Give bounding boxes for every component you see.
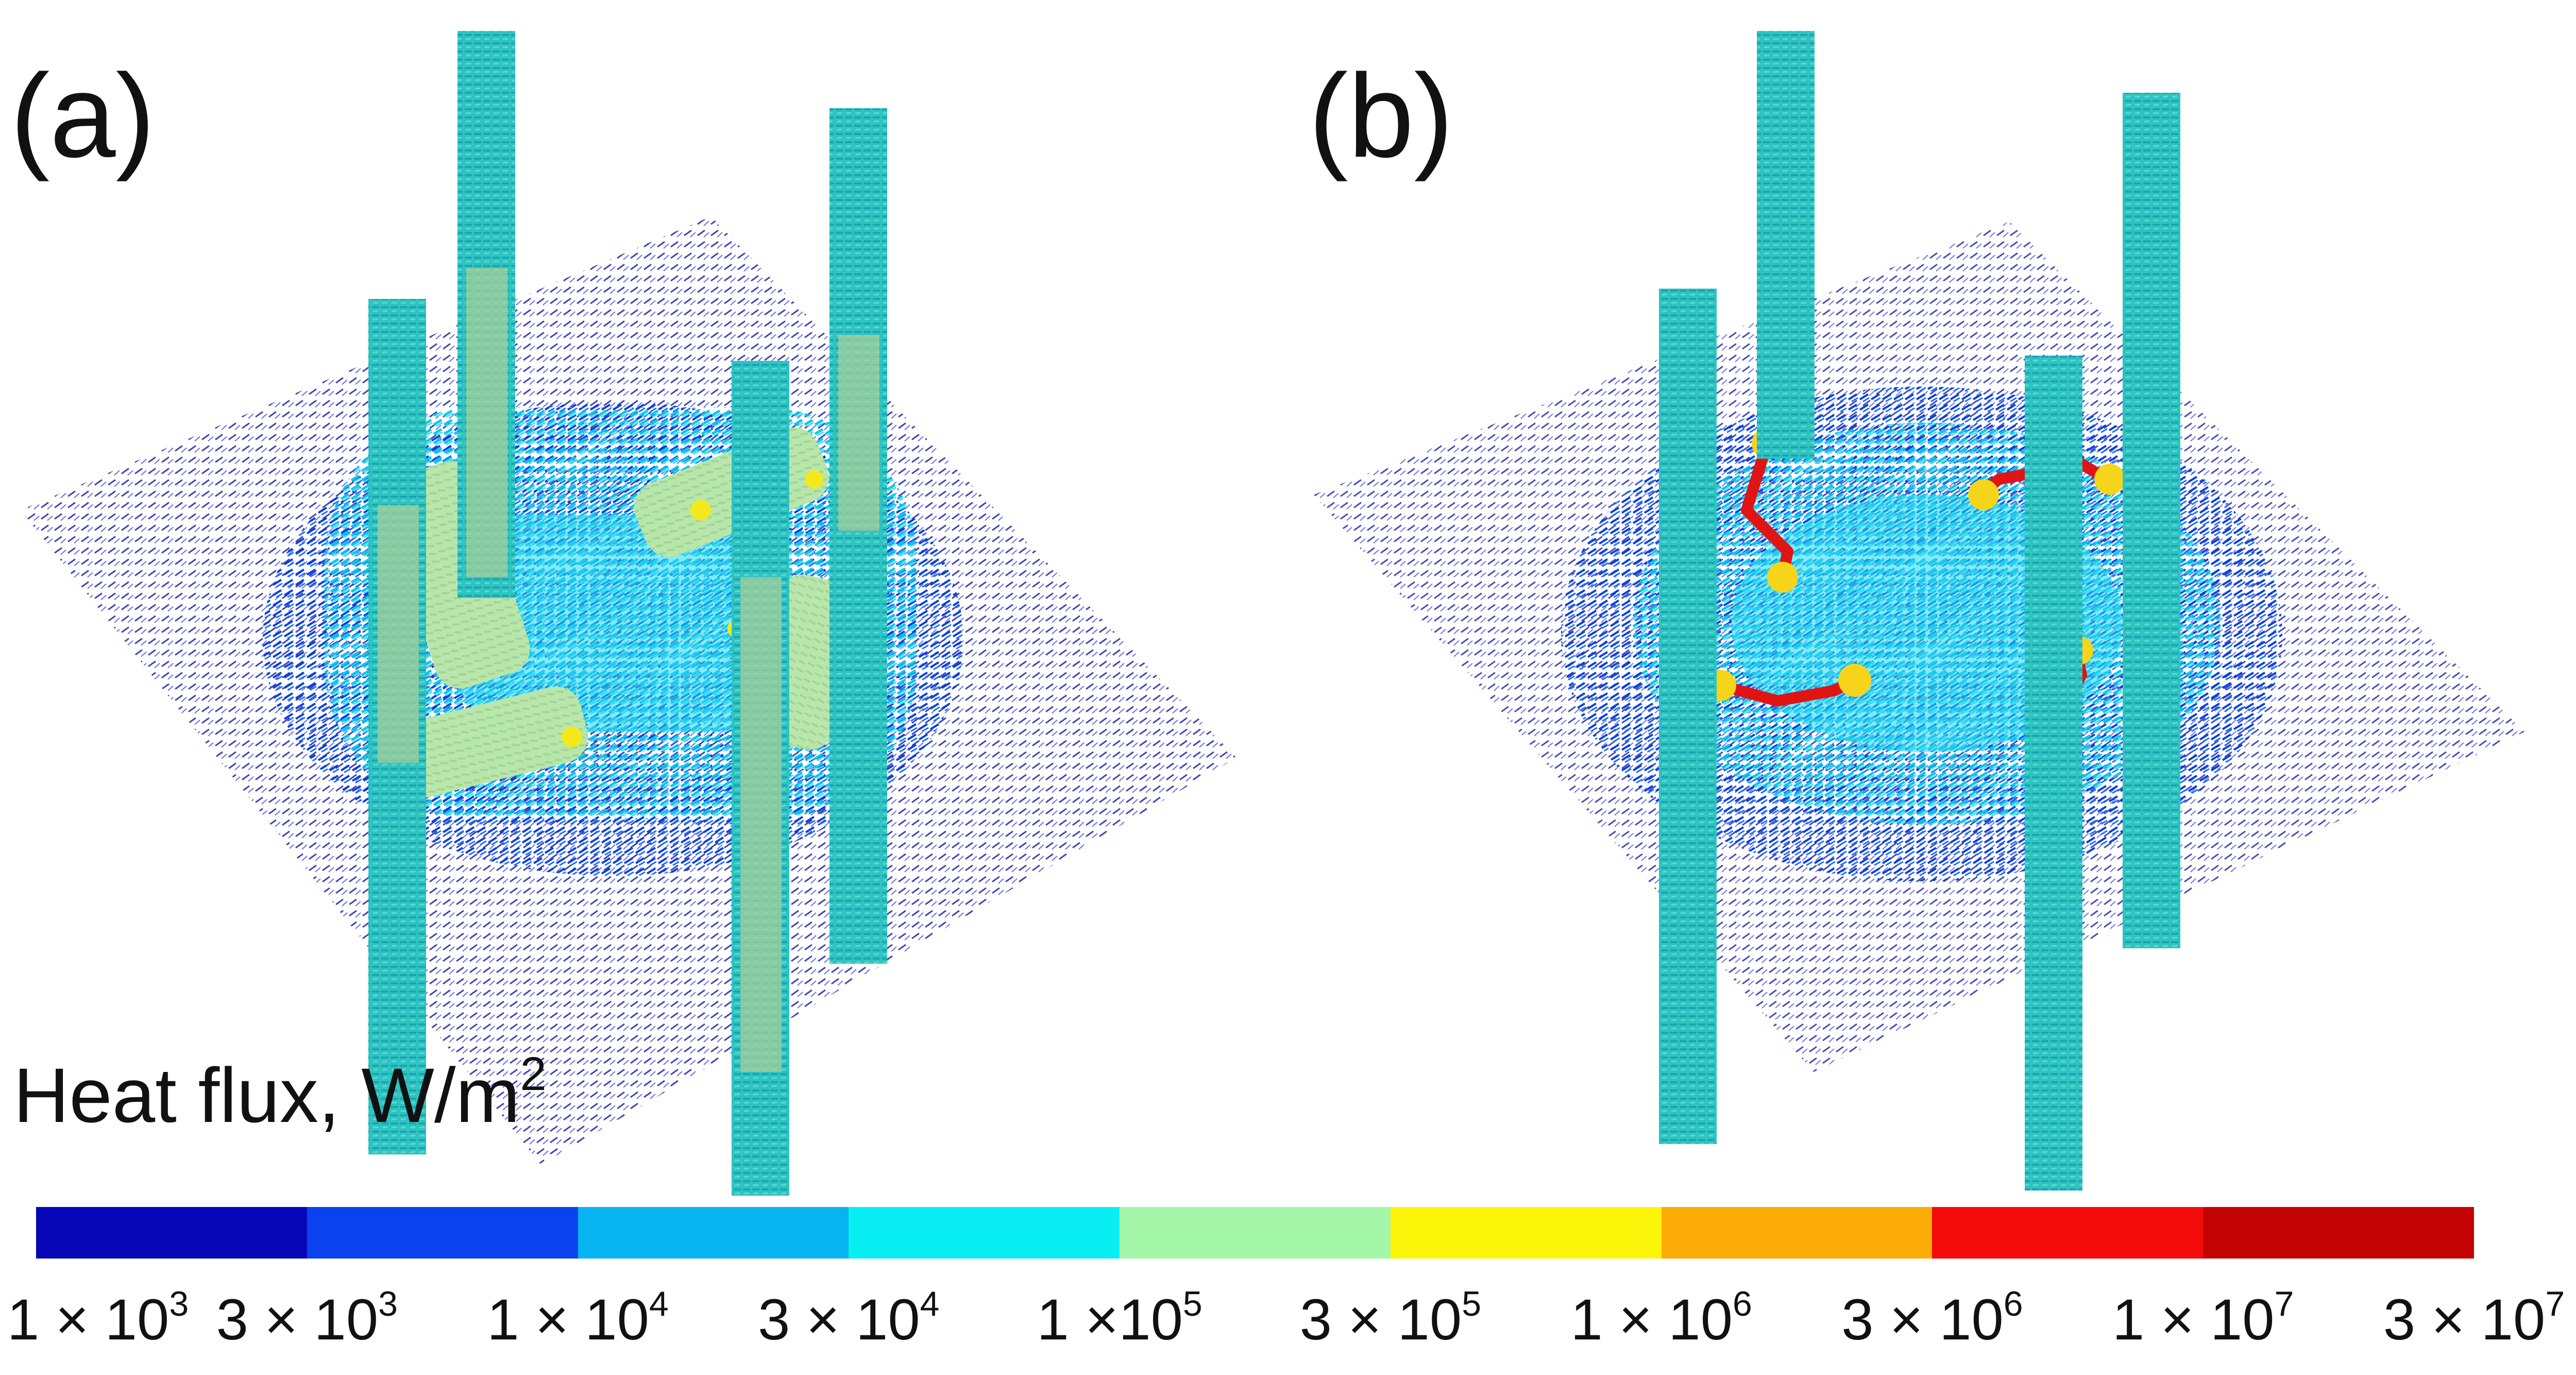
colorbar-segment [1390, 1207, 1662, 1259]
tick-exponent: 7 [2545, 1284, 2565, 1323]
panel-a-label: (a) [10, 49, 156, 182]
tick-mantissa: 1 × 10 [487, 1287, 649, 1352]
colorbar-tick-label: 3 × 105 [1300, 1286, 1481, 1349]
panel-b-scene [1314, 31, 2524, 1190]
tick-exponent: 6 [1733, 1284, 1752, 1323]
colorbar-segment [36, 1207, 307, 1259]
tick-mantissa: 3 × 10 [1299, 1287, 1462, 1352]
colorbar-title-text: Heat flux, W/m [13, 1052, 520, 1138]
colorbar-tick-label: 3 × 106 [1841, 1286, 2023, 1349]
tick-mantissa: 3 × 10 [1841, 1287, 2004, 1352]
colorbar-tick-label: 3 × 107 [2383, 1286, 2565, 1349]
panel-b-pillars [1659, 31, 2180, 1190]
colorbar-tick-label: 1 × 104 [487, 1286, 668, 1349]
tick-mantissa: 3 × 10 [2383, 1287, 2546, 1352]
tick-exponent: 5 [1182, 1284, 1202, 1323]
panel-b-label: (b) [1309, 49, 1454, 182]
tick-exponent: 3 [169, 1284, 189, 1323]
heat-flux-scene [21, 31, 2524, 1196]
colorbar-tick-label: 1 ×105 [1037, 1286, 1202, 1349]
colorbar-tick-label: 3 × 104 [758, 1286, 939, 1349]
colorbar-tick-label: 1 × 106 [1570, 1286, 1752, 1349]
tick-mantissa: 1 × 10 [2112, 1287, 2275, 1352]
colorbar-title-exponent: 2 [520, 1048, 547, 1100]
tick-mantissa: 3 × 10 [216, 1287, 379, 1352]
colorbar-segment [578, 1207, 849, 1259]
tick-mantissa: 1 × 10 [7, 1287, 170, 1352]
colorbar-segment [1932, 1207, 2204, 1259]
colorbar-tick-label: 1 × 107 [2112, 1286, 2294, 1349]
tick-exponent: 5 [1462, 1284, 1482, 1323]
tick-exponent: 4 [920, 1284, 940, 1323]
tick-mantissa: 3 × 10 [758, 1287, 920, 1352]
tick-exponent: 3 [378, 1284, 398, 1323]
panel-a-heater-disc-core [443, 515, 799, 732]
colorbar-segment [1120, 1207, 1391, 1259]
tick-mantissa: 1 ×10 [1037, 1287, 1183, 1352]
colorbar-segment [849, 1207, 1120, 1259]
colorbar-title: Heat flux, W/m2 [13, 1050, 547, 1134]
colorbar-segment [307, 1207, 578, 1259]
panel-a-pillars [368, 31, 887, 1196]
tick-exponent: 7 [2274, 1284, 2294, 1323]
colorbar-segment [2203, 1207, 2475, 1259]
colorbar-tick-label: 3 × 103 [216, 1286, 398, 1349]
tick-exponent: 6 [2003, 1284, 2023, 1323]
tick-exponent: 4 [649, 1284, 669, 1323]
tick-mantissa: 1 × 10 [1570, 1287, 1733, 1352]
colorbar-tick-label: 1 × 103 [7, 1286, 189, 1349]
colorbar [36, 1207, 2475, 1259]
colorbar-segment [1661, 1207, 1933, 1259]
panel-a-scene [21, 31, 1236, 1196]
